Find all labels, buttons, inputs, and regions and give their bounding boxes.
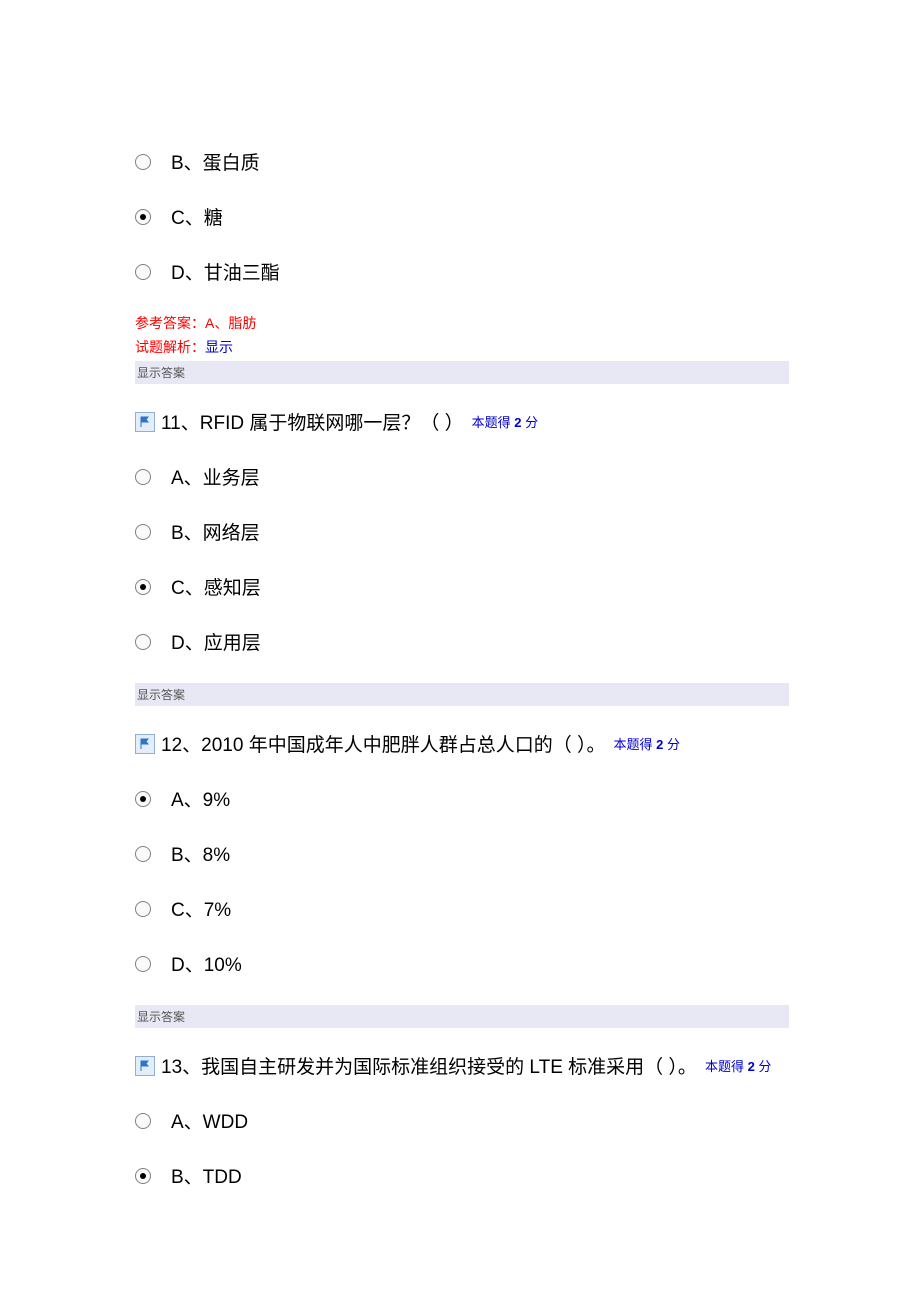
option-row[interactable]: C、感知层 — [135, 573, 785, 600]
quiz-page: B、蛋白质 C、糖 D、甘油三酯 参考答案：A、脂肪 试题解析：显示 显示答案 … — [0, 0, 920, 1297]
option-row[interactable]: A、WDD — [135, 1107, 785, 1134]
question-text: 11、RFID 属于物联网哪一层？（ ） — [161, 408, 464, 435]
flag-icon[interactable] — [135, 412, 155, 432]
score-badge: 本题得 2 分 — [472, 412, 538, 431]
option-row[interactable]: B、网络层 — [135, 518, 785, 545]
option-text: B、网络层 — [171, 518, 260, 545]
question-header: 11、RFID 属于物联网哪一层？（ ） 本题得 2 分 — [135, 408, 785, 435]
option-text: B、蛋白质 — [171, 148, 260, 175]
question-text: 13、我国自主研发并为国际标准组织接受的 LTE 标准采用（ ）。 — [161, 1052, 697, 1079]
option-text: B、8% — [171, 840, 230, 867]
analysis-line: 试题解析：显示 — [135, 337, 785, 357]
option-text: D、10% — [171, 950, 242, 977]
radio-icon[interactable] — [135, 209, 151, 225]
radio-icon[interactable] — [135, 1113, 151, 1129]
option-row[interactable]: A、9% — [135, 785, 785, 812]
option-text: B、TDD — [171, 1162, 242, 1189]
option-row[interactable]: A、业务层 — [135, 463, 785, 490]
show-analysis-link[interactable]: 显示 — [205, 339, 233, 355]
option-text: C、感知层 — [171, 573, 261, 600]
radio-icon[interactable] — [135, 901, 151, 917]
score-badge: 本题得 2 分 — [705, 1056, 771, 1075]
radio-icon[interactable] — [135, 956, 151, 972]
option-row[interactable]: B、TDD — [135, 1162, 785, 1189]
show-answer-bar[interactable]: 显示答案 — [135, 683, 789, 706]
option-text: C、7% — [171, 895, 231, 922]
option-row[interactable]: D、甘油三酯 — [135, 258, 785, 285]
radio-icon[interactable] — [135, 846, 151, 862]
show-answer-bar[interactable]: 显示答案 — [135, 361, 789, 384]
question-text: 12、2010 年中国成年人中肥胖人群占总人口的（ ）。 — [161, 730, 605, 757]
radio-icon[interactable] — [135, 634, 151, 650]
option-row[interactable]: D、10% — [135, 950, 785, 977]
question-header: 12、2010 年中国成年人中肥胖人群占总人口的（ ）。 本题得 2 分 — [135, 730, 785, 757]
radio-icon[interactable] — [135, 524, 151, 540]
option-text: D、应用层 — [171, 628, 261, 655]
flag-icon[interactable] — [135, 1056, 155, 1076]
option-row[interactable]: C、糖 — [135, 203, 785, 230]
option-row[interactable]: C、7% — [135, 895, 785, 922]
show-answer-bar[interactable]: 显示答案 — [135, 1005, 789, 1028]
option-row[interactable]: B、蛋白质 — [135, 148, 785, 175]
score-badge: 本题得 2 分 — [613, 734, 679, 753]
reference-answer: 参考答案：A、脂肪 — [135, 313, 785, 333]
radio-icon[interactable] — [135, 154, 151, 170]
question-header: 13、我国自主研发并为国际标准组织接受的 LTE 标准采用（ ）。 本题得 2 … — [135, 1052, 785, 1079]
option-text: A、9% — [171, 785, 230, 812]
option-text: D、甘油三酯 — [171, 258, 280, 285]
option-text: C、糖 — [171, 203, 223, 230]
flag-icon[interactable] — [135, 734, 155, 754]
option-row[interactable]: B、8% — [135, 840, 785, 867]
radio-icon[interactable] — [135, 791, 151, 807]
option-text: A、WDD — [171, 1107, 248, 1134]
option-text: A、业务层 — [171, 463, 260, 490]
radio-icon[interactable] — [135, 264, 151, 280]
radio-icon[interactable] — [135, 1168, 151, 1184]
radio-icon[interactable] — [135, 469, 151, 485]
option-row[interactable]: D、应用层 — [135, 628, 785, 655]
radio-icon[interactable] — [135, 579, 151, 595]
